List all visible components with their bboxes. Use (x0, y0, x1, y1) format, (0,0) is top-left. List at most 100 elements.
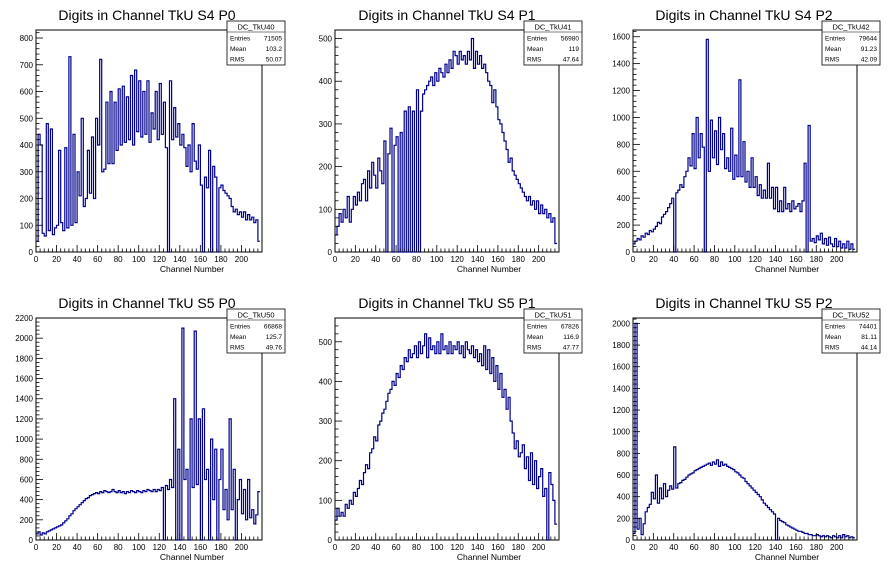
x-tick-label: 140 (471, 543, 485, 552)
stats-entries-label: Entries (825, 324, 846, 331)
x-tick-label: 0 (333, 543, 338, 552)
x-tick-label: 140 (173, 255, 187, 264)
stats-box: DC_TkU50 Entries 66868 Mean 125.7 RMS 49.76 (226, 308, 286, 354)
stats-rms-value: 42.09 (861, 57, 878, 64)
y-tick-label: 0 (328, 536, 333, 545)
x-tick-label: 60 (93, 255, 102, 264)
x-tick-label: 0 (631, 255, 636, 264)
stats-rms-value: 49.76 (266, 345, 283, 352)
stats-box: DC_TkU40 Entries 71505 Mean 103.2 RMS 50.07 (226, 20, 286, 66)
histogram-panel: Digits in Channel TkU S5 P1 0 20 40 60 80 100 1… (319, 295, 583, 562)
stats-rms-label: RMS (230, 57, 245, 64)
y-tick-label: 800 (617, 140, 631, 149)
x-tick-label: 100 (728, 543, 742, 552)
x-tick-label: 100 (132, 255, 146, 264)
stats-rms-label: RMS (230, 345, 245, 352)
chart-title: Digits in Channel TkU S5 P1 (358, 295, 535, 311)
x-tick-label: 20 (649, 255, 658, 264)
stats-entries-label: Entries (230, 324, 251, 331)
stats-box-frame (821, 20, 881, 66)
y-tick-label: 1600 (15, 375, 33, 384)
y-tick-label: 200 (20, 195, 34, 204)
y-tick-label: 800 (20, 34, 34, 43)
x-tick-label: 60 (392, 255, 401, 264)
y-tick-label: 1400 (15, 395, 33, 404)
y-tick-label: 600 (20, 88, 34, 97)
stats-entries-value: 79644 (859, 36, 877, 43)
y-tick-label: 600 (20, 475, 34, 484)
stats-entries-value: 71505 (264, 36, 282, 43)
chart-title: Digits in Channel TkU S5 P0 (58, 295, 235, 311)
y-tick-label: 0 (29, 536, 34, 545)
y-tick-label: 200 (319, 457, 333, 466)
x-tick-label: 20 (351, 543, 360, 552)
stats-mean-value: 103.2 (266, 46, 283, 53)
y-tick-label: 2000 (15, 334, 33, 343)
y-tick-label: 200 (20, 516, 34, 525)
histogram-series-line (36, 327, 260, 541)
x-tick-label: 80 (114, 543, 123, 552)
stats-mean-value: 116.9 (563, 334, 579, 341)
stats-entries-value: 67826 (561, 324, 579, 331)
stats-box-frame (523, 20, 583, 66)
y-tick-label: 1400 (612, 60, 630, 69)
chart-title: Digits in Channel TkU S4 P0 (58, 7, 235, 23)
x-tick-label: 200 (532, 543, 546, 552)
x-axis-label: Channel Number (755, 264, 819, 274)
stats-box: DC_TkU52 Entries 74401 Mean 81.11 RMS 44.14 (821, 308, 881, 354)
stats-box-frame (226, 20, 286, 66)
x-tick-label: 120 (451, 255, 465, 264)
stats-entries-label: Entries (527, 36, 548, 43)
x-tick-label: 120 (153, 255, 167, 264)
x-tick-label: 200 (235, 255, 249, 264)
y-tick-label: 400 (319, 77, 333, 86)
x-tick-label: 20 (351, 255, 360, 264)
x-tick-label: 60 (93, 543, 102, 552)
x-tick-label: 140 (173, 543, 187, 552)
x-tick-label: 0 (34, 255, 39, 264)
chart-title: Digits in Channel TkU S4 P2 (655, 7, 832, 23)
x-tick-label: 180 (810, 543, 824, 552)
y-tick-label: 500 (319, 338, 333, 347)
y-tick-label: 800 (20, 455, 34, 464)
x-tick-label: 20 (52, 543, 61, 552)
stats-name: DC_TkU51 (534, 311, 571, 320)
x-tick-label: 40 (371, 543, 380, 552)
x-axis-label: Channel Number (457, 552, 521, 562)
stats-mean-label: Mean (230, 46, 247, 53)
x-tick-label: 20 (649, 543, 658, 552)
y-tick-label: 100 (20, 221, 34, 230)
x-tick-label: 60 (690, 255, 699, 264)
plot-frame (35, 317, 263, 541)
y-tick-label: 600 (617, 167, 631, 176)
stats-rms-label: RMS (527, 57, 542, 64)
stats-name: DC_TkU42 (832, 23, 869, 32)
histogram-panel: Digits in Channel TkU S4 P2 0 20 40 60 80 100 1… (612, 7, 881, 274)
x-tick-label: 0 (631, 543, 636, 552)
x-axis-label: Channel Number (457, 264, 521, 274)
y-tick-label: 300 (319, 120, 333, 129)
plot-frame (35, 29, 263, 253)
histogram-series-line (633, 38, 855, 253)
y-tick-label: 500 (20, 114, 34, 123)
y-tick-label: 400 (319, 377, 333, 386)
stats-mean-value: 125.7 (266, 334, 283, 341)
stats-entries-value: 74401 (859, 324, 877, 331)
y-tick-label: 300 (20, 168, 34, 177)
histogram-panel: Digits in Channel TkU S5 P2 0 20 40 60 80 100 1… (612, 295, 881, 562)
stats-entries-value: 56980 (561, 36, 579, 43)
x-tick-label: 120 (153, 543, 167, 552)
x-tick-label: 40 (73, 543, 82, 552)
x-tick-label: 160 (491, 255, 505, 264)
stats-rms-value: 47.77 (563, 345, 580, 352)
x-tick-label: 0 (333, 255, 338, 264)
y-tick-label: 2200 (15, 314, 33, 323)
chart-title: Digits in Channel TkU S5 P2 (655, 295, 832, 311)
stats-entries-value: 66868 (264, 324, 282, 331)
x-tick-label: 120 (451, 543, 465, 552)
x-tick-label: 80 (114, 255, 123, 264)
y-tick-label: 1200 (15, 415, 33, 424)
x-tick-label: 100 (132, 543, 146, 552)
y-tick-label: 200 (617, 221, 631, 230)
y-tick-label: 1800 (15, 354, 33, 363)
